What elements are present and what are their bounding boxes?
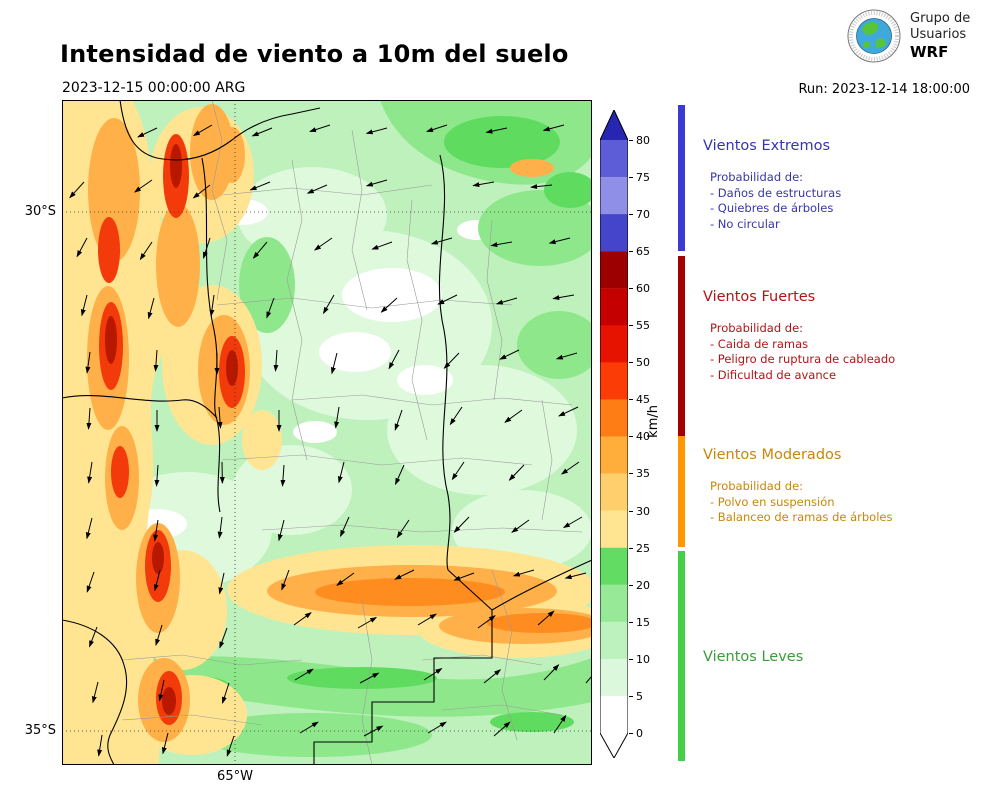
logo-line-3: WRF [910, 43, 949, 61]
colorbar-tick: 60 [629, 281, 650, 295]
legend-item: - Balanceo de ramas de árboles [710, 510, 893, 524]
valid-datetime: 2023-12-15 00:00:00 ARG [62, 80, 246, 96]
colorbar-under-arrow [600, 733, 628, 758]
wind-map [62, 100, 592, 765]
colorbar-tick: 40 [629, 429, 650, 443]
graticule-lines [62, 100, 592, 765]
legend-prob-title: Probabilidad de: [710, 321, 804, 335]
light-winds-band [678, 551, 685, 761]
colorbar-tick: 20 [629, 578, 650, 592]
legend-item: - Quiebres de árboles [710, 201, 834, 215]
colorbar-tick: 70 [629, 207, 650, 221]
lon-label-65w: 65°W [217, 769, 253, 784]
colorbar-tick: 15 [629, 615, 650, 629]
legend-title: Vientos Fuertes [703, 289, 816, 305]
colorbar-tick: 25 [629, 541, 650, 555]
wrf-users-group-logo: Grupo de Usuarios WRF [846, 8, 970, 64]
legend-section-leves: Vientos Leves [703, 649, 995, 681]
legend-section-moderados: Vientos Moderados Probabilidad de: - Pol… [703, 447, 995, 526]
legend-item: - No circular [710, 216, 780, 231]
colorbar-unit-label: km/h [646, 405, 661, 438]
globe-icon [847, 9, 901, 63]
colorbar-tick: 65 [629, 244, 650, 258]
legend-item: - Daños de estructuras [710, 185, 842, 200]
run-datetime: Run: 2023-12-14 18:00:00 [798, 82, 970, 97]
legend-prob-title: Probabilidad de: [710, 170, 804, 184]
colorbar-tick: 35 [629, 466, 650, 480]
logo-line-1: Grupo de [910, 11, 971, 26]
colorbar [600, 110, 628, 758]
department-boundaries [121, 100, 583, 765]
wind-map-canvas [62, 100, 592, 765]
legend-title: Vientos Moderados [703, 447, 842, 463]
colorbar-tick: 50 [629, 355, 650, 369]
moderate-winds-band [678, 436, 685, 547]
colorbar-tick: 5 [629, 689, 643, 703]
colorbar-tick: 45 [629, 392, 650, 406]
colorbar-tick: 80 [629, 133, 650, 147]
lat-label-35s: 35°S [24, 723, 56, 738]
extreme-winds-band [678, 105, 685, 251]
map-frame [62, 100, 592, 765]
lat-label-30s: 30°S [24, 204, 56, 219]
wind-shading-layer [62, 100, 592, 765]
legend-prob-title: Probabilidad de: [710, 479, 804, 493]
colorbar-tick: 30 [629, 504, 650, 518]
strong-winds-band [678, 256, 685, 436]
colorbar-tick: 75 [629, 170, 650, 184]
legend-section-extremos: Vientos Extremos Probabilidad de: - Daño… [703, 138, 995, 232]
legend-item: - Peligro de ruptura de cableado [710, 352, 896, 366]
logo-line-2: Usuarios [910, 27, 967, 42]
colorbar-tick: 55 [629, 318, 650, 332]
wind-arrows-layer [69, 124, 592, 757]
colorbar-tick: 10 [629, 652, 650, 666]
page-title: Intensidad de viento a 10m del suelo [60, 40, 569, 69]
legend-section-fuertes: Vientos Fuertes Probabilidad de: - Caida… [703, 289, 995, 383]
legend-title: Vientos Leves [703, 649, 804, 665]
legend-item: - Dificultad de avance [710, 367, 837, 382]
colorbar-tick: 0 [629, 726, 643, 740]
legend-item: - Polvo en suspensión [710, 494, 835, 509]
colorbar-over-arrow [600, 110, 628, 140]
legend-item: - Caida de ramas [710, 336, 809, 351]
legend-title: Vientos Extremos [703, 138, 831, 154]
